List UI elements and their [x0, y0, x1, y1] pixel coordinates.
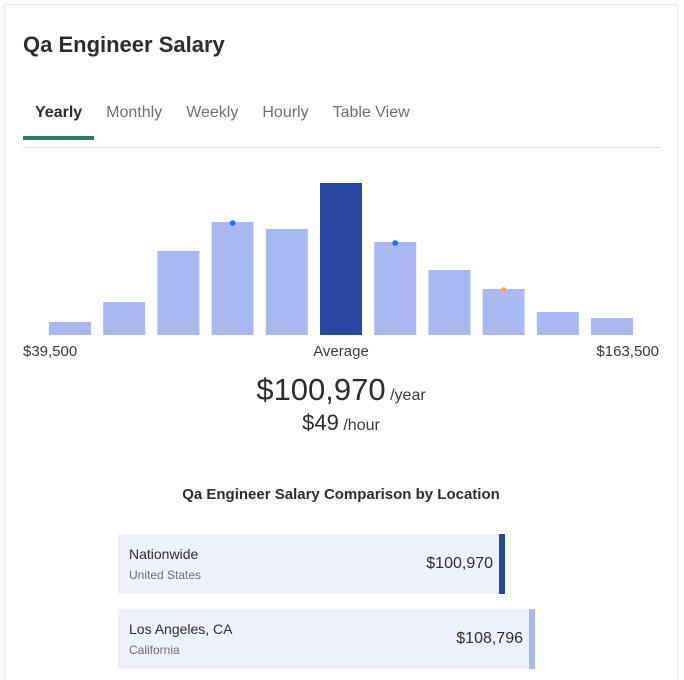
histogram-bar: [157, 251, 200, 335]
card: [4, 4, 678, 680]
tab[interactable]: Monthly: [106, 104, 163, 121]
histogram-bar: [265, 229, 308, 335]
salary-bar-end: [499, 534, 506, 594]
tab[interactable]: Yearly: [23, 100, 95, 140]
location-name: Los Angeles, CA: [129, 621, 233, 637]
marker-dot: [392, 240, 399, 246]
histogram-bar: [591, 318, 633, 335]
marker-dot: [500, 287, 507, 293]
salary-bar-end: [529, 609, 535, 669]
yearly-value: $100,970: [256, 372, 386, 407]
yearly-unit: /year: [390, 387, 426, 404]
hourly-value: $49: [302, 410, 339, 435]
comparison-title: Qa Engineer Salary Comparison by Locatio…: [182, 486, 500, 503]
salary-value: $100,970: [426, 555, 494, 572]
location-region: California: [129, 643, 180, 657]
salary-value: $108,796: [456, 630, 523, 647]
min-label: $39,500: [23, 343, 78, 360]
histogram-bar: [536, 312, 579, 335]
histogram-bar: [482, 289, 525, 335]
histogram-bar: [428, 270, 471, 335]
hourly-average: $49 /hour: [302, 410, 380, 436]
histogram-bar: [49, 322, 91, 335]
histogram-bar: [374, 242, 417, 335]
tab[interactable]: Table View: [332, 104, 410, 121]
tab[interactable]: Hourly: [262, 104, 309, 121]
yearly-average: $100,970 /year: [256, 372, 425, 408]
histogram-bar: [211, 222, 254, 335]
comparison-row: Nationwide United States $100,970: [118, 534, 506, 594]
marker-dot: [229, 220, 236, 226]
comparison-row: Los Angeles, CA California $108,796: [118, 609, 535, 669]
distribution-chart: [49, 183, 633, 335]
histogram-bar: [103, 302, 146, 335]
tabs: Yearly Monthly Weekly Hourly Table View: [23, 100, 422, 140]
location-name: Nationwide: [129, 546, 199, 562]
tab[interactable]: Weekly: [186, 104, 239, 121]
hourly-unit: /hour: [343, 417, 380, 434]
title: Qa Engineer Salary: [23, 32, 225, 57]
average-label: Average: [313, 343, 369, 360]
location-region: United States: [129, 568, 202, 582]
divider: [23, 147, 660, 148]
max-label: $163,500: [596, 343, 659, 360]
histogram-bar: [320, 183, 362, 335]
